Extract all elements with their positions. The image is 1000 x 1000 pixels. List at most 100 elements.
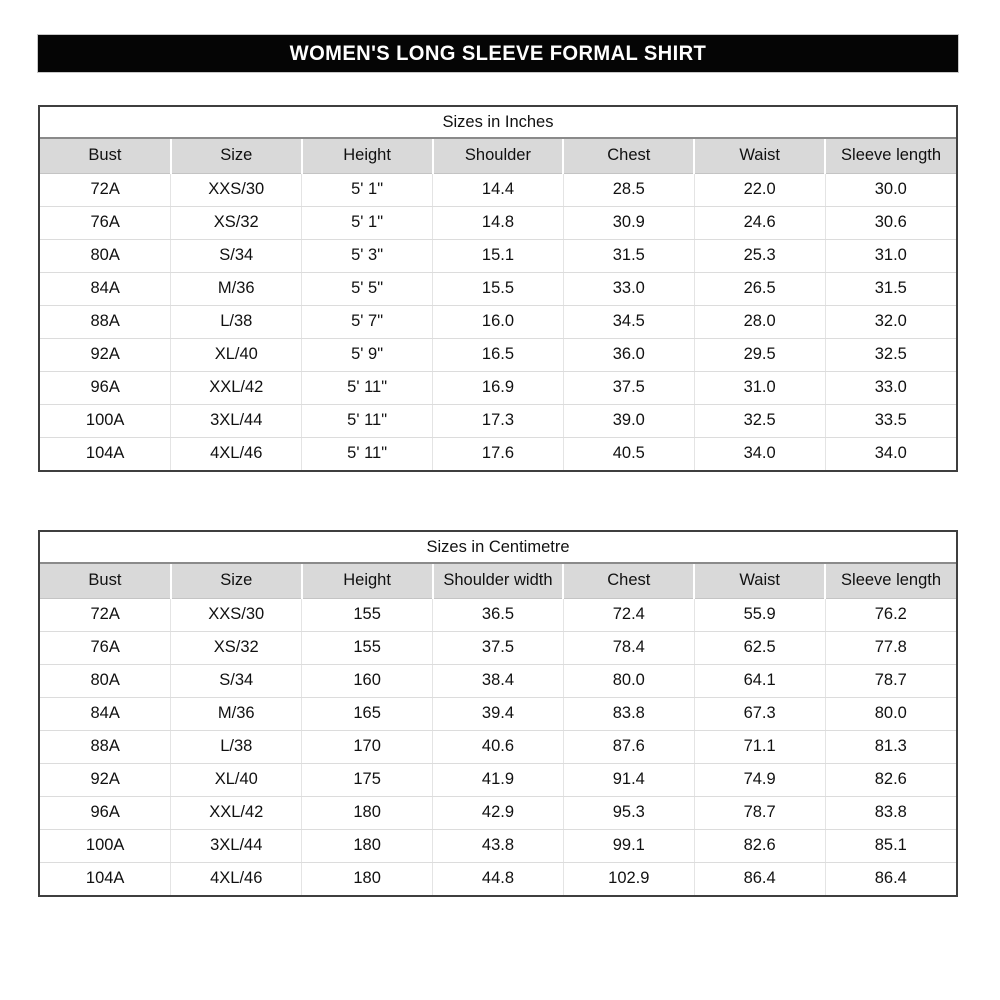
table-cell: 100A bbox=[40, 829, 171, 863]
table-cell: 5' 3" bbox=[301, 239, 433, 273]
table-cell: 104A bbox=[40, 437, 171, 470]
table-cell: 86.4 bbox=[693, 862, 826, 895]
table-row: 72A XXS/30 155 36.5 72.4 55.9 76.2 bbox=[40, 598, 956, 632]
table-cell: 80.0 bbox=[824, 697, 956, 731]
table-cell: 180 bbox=[301, 796, 433, 830]
column-header: Bust bbox=[40, 564, 171, 599]
table-row: 84A M/36 165 39.4 83.8 67.3 80.0 bbox=[40, 697, 956, 731]
table-cell: 41.9 bbox=[432, 763, 564, 797]
column-header: Height bbox=[300, 564, 433, 599]
column-header: Size bbox=[169, 139, 302, 174]
table-cell: 88A bbox=[40, 730, 171, 764]
table-cell: 16.9 bbox=[432, 371, 564, 405]
table-cell: 28.0 bbox=[693, 305, 826, 339]
column-header: Shoulder width bbox=[431, 564, 564, 599]
table-cell: 44.8 bbox=[432, 862, 564, 895]
table-cell: 92A bbox=[40, 763, 171, 797]
table-cell: XXS/30 bbox=[170, 598, 302, 632]
table-row: 76A XS/32 5' 1" 14.8 30.9 24.6 30.6 bbox=[40, 206, 956, 240]
column-header: Sleeve length bbox=[824, 564, 956, 599]
table-cell: 28.5 bbox=[562, 173, 695, 207]
table-cell: S/34 bbox=[170, 664, 302, 698]
table-cell: 33.0 bbox=[824, 371, 956, 405]
table-cell: XXL/42 bbox=[170, 371, 302, 405]
table-cell: 37.5 bbox=[562, 371, 695, 405]
table-cell: 31.0 bbox=[693, 371, 826, 405]
table-cell: 36.5 bbox=[432, 598, 564, 632]
table-cell: 76.2 bbox=[824, 598, 956, 632]
table-cell: 30.0 bbox=[824, 173, 956, 207]
table-cell: 84A bbox=[40, 697, 171, 731]
table-cell: 95.3 bbox=[562, 796, 695, 830]
table-cell: 17.6 bbox=[432, 437, 564, 470]
table-cell: 72A bbox=[40, 173, 171, 207]
table-cell: 38.4 bbox=[432, 664, 564, 698]
table-cell: 64.1 bbox=[693, 664, 826, 698]
table-cell: 96A bbox=[40, 371, 171, 405]
table-cell: 14.8 bbox=[432, 206, 564, 240]
size-table-centimetre: Sizes in Centimetre Bust Size Height Should… bbox=[38, 530, 958, 897]
table-cell: 180 bbox=[301, 829, 433, 863]
table-cell: XS/32 bbox=[170, 206, 302, 240]
table-cell: 170 bbox=[301, 730, 433, 764]
table-cell: 40.6 bbox=[432, 730, 564, 764]
table-cell: 24.6 bbox=[693, 206, 826, 240]
table-cell: 34.0 bbox=[824, 437, 956, 470]
table-cell: XXL/42 bbox=[170, 796, 302, 830]
table-cell: 87.6 bbox=[562, 730, 695, 764]
table-row: 92A XL/40 5' 9" 16.5 36.0 29.5 32.5 bbox=[40, 338, 956, 372]
table-cell: 80.0 bbox=[562, 664, 695, 698]
table-cell: 77.8 bbox=[824, 631, 956, 665]
table-cell: S/34 bbox=[170, 239, 302, 273]
table-cell: 78.7 bbox=[824, 664, 956, 698]
table-cell: 31.5 bbox=[562, 239, 695, 273]
table-cell: 34.5 bbox=[562, 305, 695, 339]
table-cell: 160 bbox=[301, 664, 433, 698]
table-cell: XS/32 bbox=[170, 631, 302, 665]
table-cell: 74.9 bbox=[693, 763, 826, 797]
table-cell: 72A bbox=[40, 598, 171, 632]
table-cell: L/38 bbox=[170, 305, 302, 339]
header-row: Bust Size Height Shoulder Chest Waist Sleeve l… bbox=[40, 139, 956, 174]
table-cell: 33.0 bbox=[562, 272, 695, 306]
table-title-inches: Sizes in Inches bbox=[40, 107, 956, 139]
table-cell: 17.3 bbox=[432, 404, 564, 438]
table-cell: 14.4 bbox=[432, 173, 564, 207]
size-table: Bust Size Height Shoulder Chest Waist Sleeve l… bbox=[40, 139, 956, 470]
table-cell: 16.0 bbox=[432, 305, 564, 339]
table-row: 100A 3XL/44 5' 11" 17.3 39.0 32.5 33.5 bbox=[40, 404, 956, 438]
table-cell: 5' 11" bbox=[301, 437, 433, 470]
table-cell: 78.4 bbox=[562, 631, 695, 665]
table-cell: 22.0 bbox=[693, 173, 826, 207]
column-header: Chest bbox=[562, 564, 695, 599]
table-row: 96A XXL/42 180 42.9 95.3 78.7 83.8 bbox=[40, 796, 956, 830]
table-row: 72A XXS/30 5' 1" 14.4 28.5 22.0 30.0 bbox=[40, 173, 956, 207]
table-cell: 99.1 bbox=[562, 829, 695, 863]
table-cell: 5' 5" bbox=[301, 272, 433, 306]
table-cell: 80A bbox=[40, 239, 171, 273]
table-cell: 5' 9" bbox=[301, 338, 433, 372]
table-cell: 92A bbox=[40, 338, 171, 372]
table-cell: 175 bbox=[301, 763, 433, 797]
table-cell: 180 bbox=[301, 862, 433, 895]
table-cell: 82.6 bbox=[824, 763, 956, 797]
table-row: 96A XXL/42 5' 11" 16.9 37.5 31.0 33.0 bbox=[40, 371, 956, 405]
table-cell: 32.0 bbox=[824, 305, 956, 339]
table-cell: 4XL/46 bbox=[170, 862, 302, 895]
table-cell: 91.4 bbox=[562, 763, 695, 797]
column-header: Bust bbox=[40, 139, 171, 174]
table-cell: 165 bbox=[301, 697, 433, 731]
table-cell: 83.8 bbox=[562, 697, 695, 731]
table-row: 84A M/36 5' 5" 15.5 33.0 26.5 31.5 bbox=[40, 272, 956, 306]
table-row: 104A 4XL/46 180 44.8 102.9 86.4 86.4 bbox=[40, 862, 956, 895]
table-cell: XL/40 bbox=[170, 763, 302, 797]
table-cell: 30.9 bbox=[562, 206, 695, 240]
table-cell: 15.1 bbox=[432, 239, 564, 273]
table-row: 88A L/38 5' 7" 16.0 34.5 28.0 32.0 bbox=[40, 305, 956, 339]
table-cell: 32.5 bbox=[824, 338, 956, 372]
table-cell: 80A bbox=[40, 664, 171, 698]
table-row: 92A XL/40 175 41.9 91.4 74.9 82.6 bbox=[40, 763, 956, 797]
table-cell: 5' 7" bbox=[301, 305, 433, 339]
table-cell: 26.5 bbox=[693, 272, 826, 306]
